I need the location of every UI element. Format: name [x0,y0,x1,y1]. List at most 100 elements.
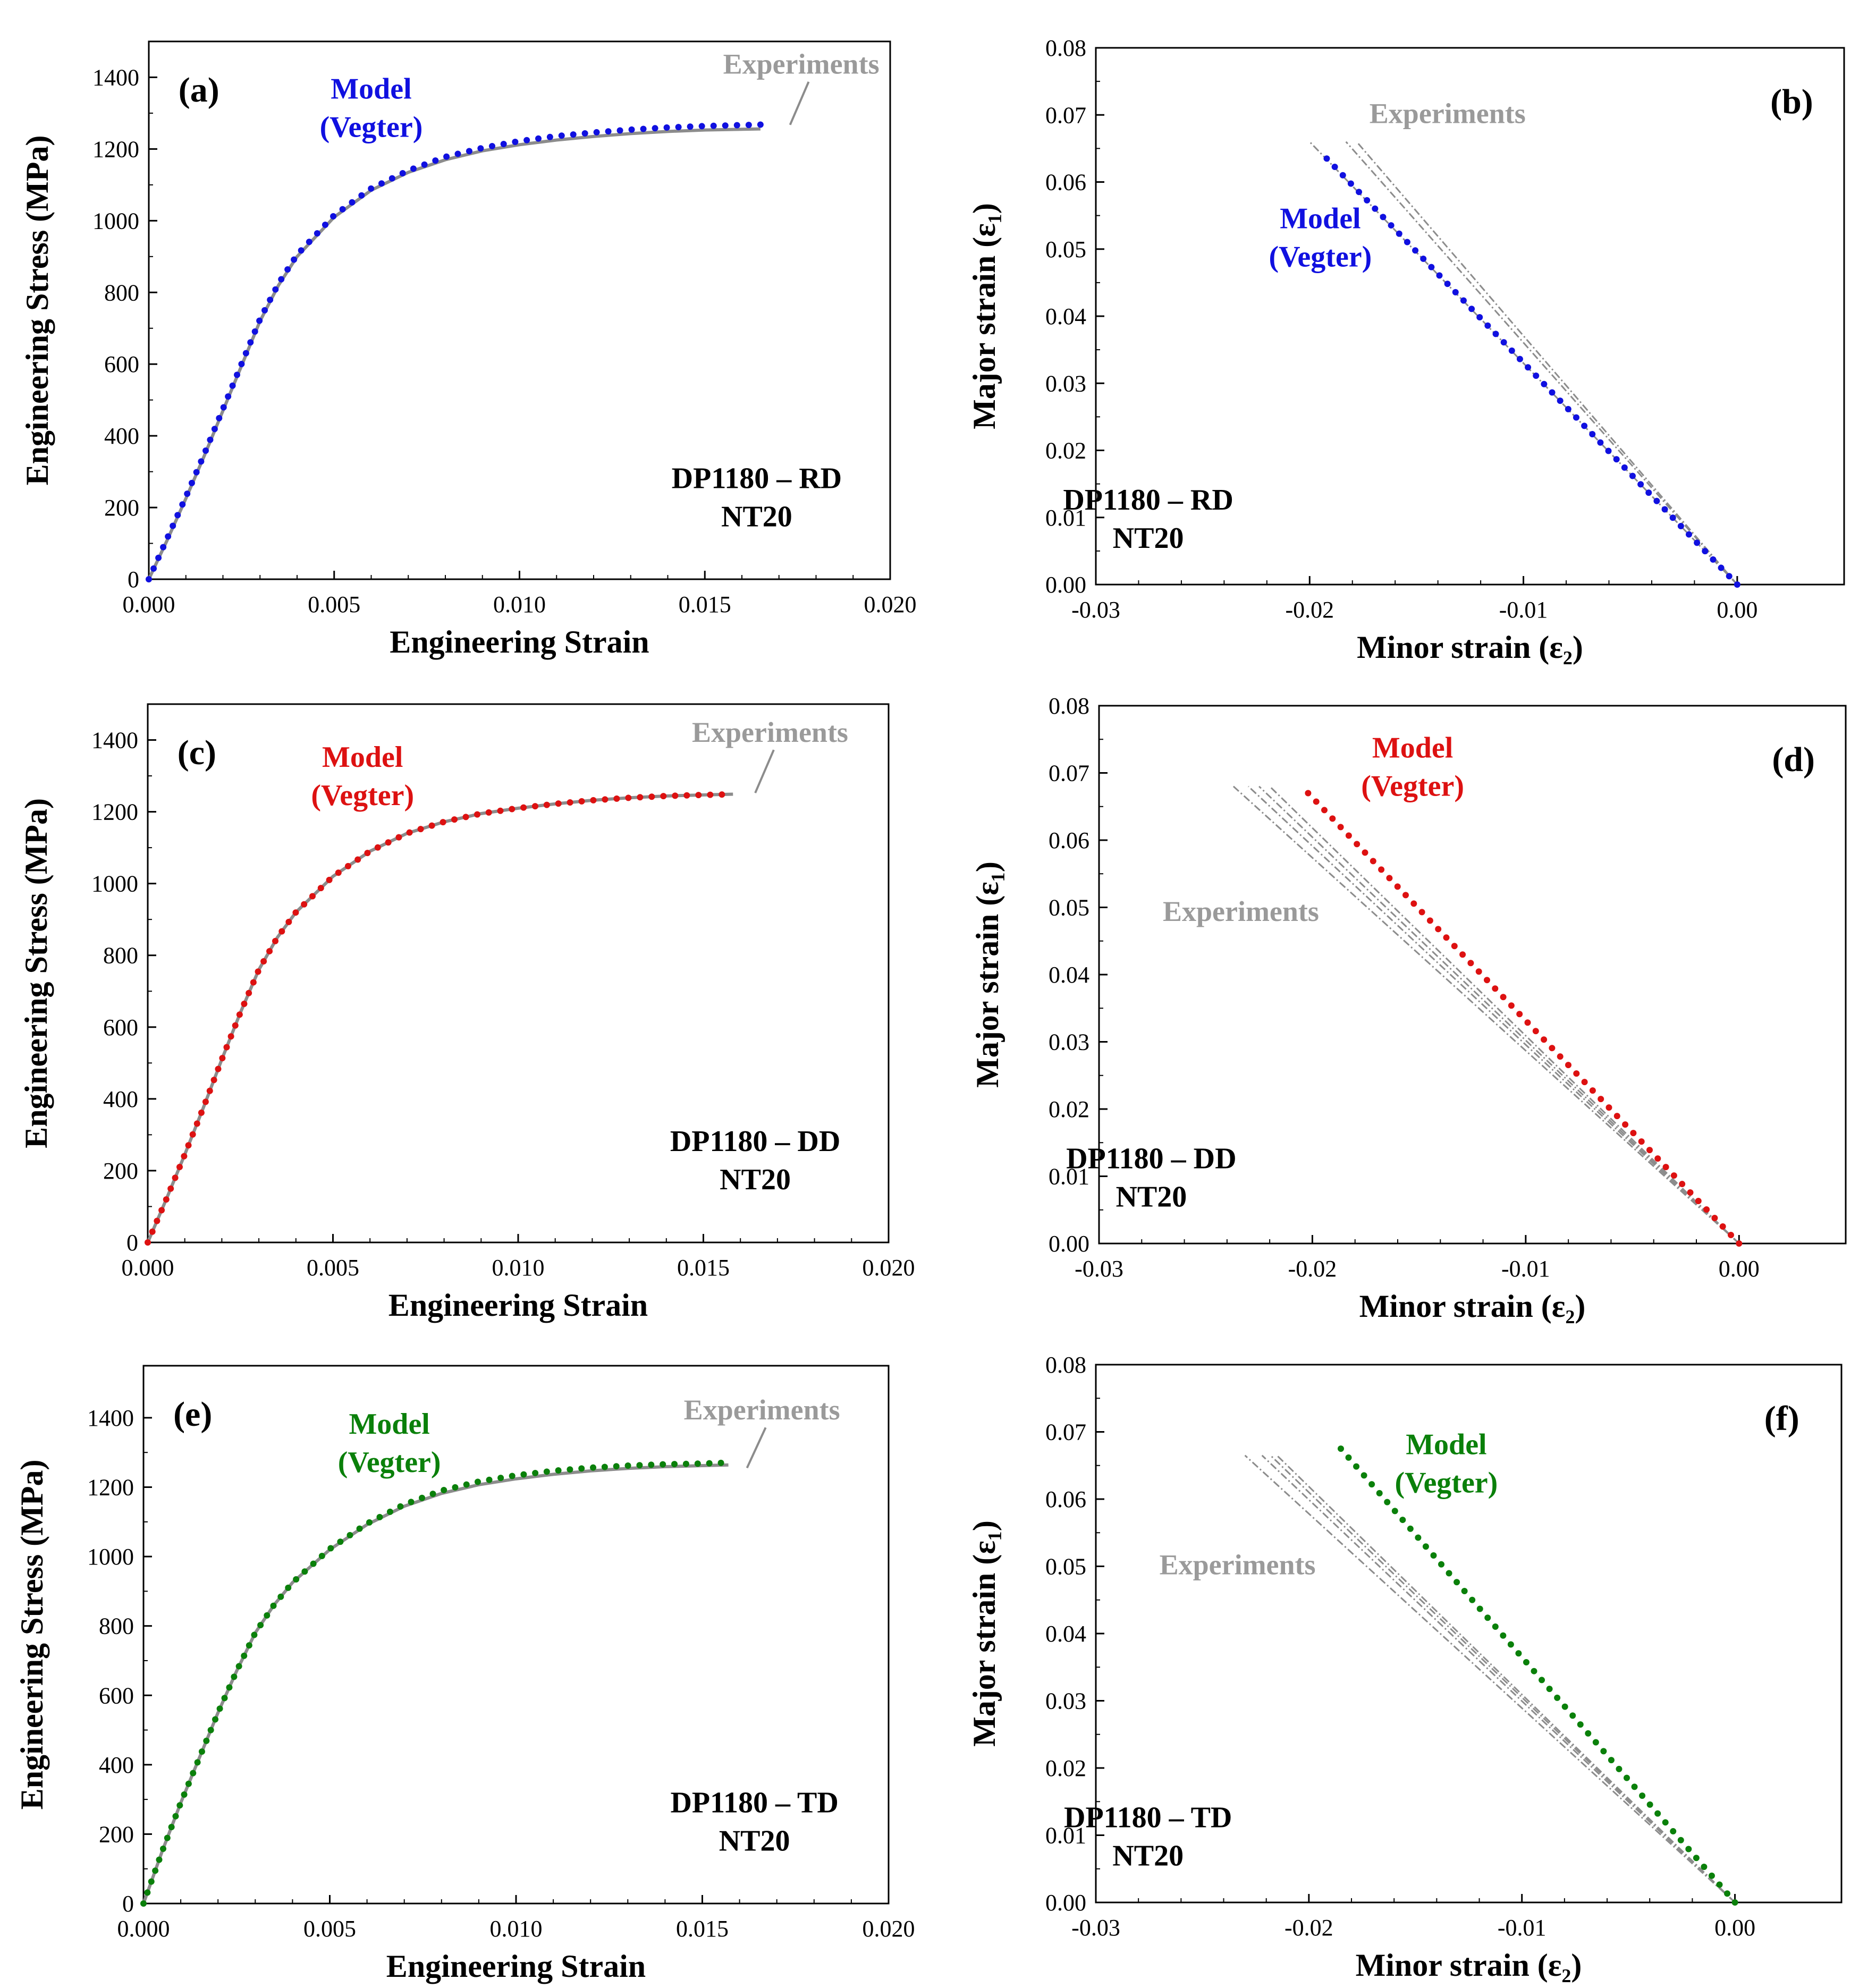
model-dot [246,1642,252,1649]
model-dot [441,1486,447,1493]
model-dot [1685,1846,1692,1852]
model-dot [152,1867,159,1874]
model-dot [1484,1614,1491,1621]
model-dot [419,1494,426,1501]
model-dot [710,122,717,129]
model-dot [1508,347,1515,354]
y-tick-label: 0 [128,566,139,593]
specimen-label: NT20 [720,1163,791,1196]
model-dot [1726,573,1733,580]
model-dot [640,125,647,132]
model-dot [1539,1677,1545,1684]
model-dot [1600,1748,1607,1755]
model-dot [648,1461,655,1468]
model-dot [675,124,682,131]
model-dot [184,490,191,497]
model-dot [251,1631,258,1638]
model-dot [489,143,496,150]
model-dot [1362,849,1368,856]
model-dot [349,199,356,206]
y-tick-label: 0.00 [1049,1231,1089,1257]
x-tick-label: -0.03 [1071,1915,1120,1941]
model-dot [546,133,553,140]
experiment-line [1345,141,1738,585]
model-dot [190,1770,197,1776]
model-dot [397,1503,404,1510]
model-dot [1391,1508,1398,1515]
model-dot [229,382,236,389]
model-dot [1516,1011,1523,1018]
panel-label: (f) [1764,1399,1799,1438]
model-dot [1475,968,1482,975]
model-dot [231,1673,238,1680]
model-name-label: (Vegter) [1269,241,1372,274]
model-dot [717,1459,724,1466]
model-dot [440,819,446,826]
x-tick-label: 0.020 [863,1916,915,1942]
model-dot [1621,464,1628,471]
model-dot [232,1022,239,1029]
y-axis-title: Major strain (ε₁) [970,861,1005,1088]
x-tick-label: 0.010 [492,1255,545,1281]
model-dot [154,1217,160,1224]
model-dot [421,161,428,168]
model-dot [1718,564,1725,571]
model-dot [1565,1062,1571,1069]
model-dot [555,1467,562,1474]
model-dot [193,1120,200,1127]
model-dot [181,1153,188,1160]
model-dot [1525,364,1532,371]
model-dot [1662,1819,1669,1826]
model-dot [301,1568,308,1575]
model-dot [660,793,667,800]
model-label: Model [1406,1428,1486,1461]
x-axis-title: Minor strain (ε₂) [1356,1948,1582,1983]
model-dot [1469,1596,1476,1603]
model-dot [733,122,740,129]
model-dot [278,276,285,283]
model-dot [1500,339,1507,346]
model-dot [1376,1490,1383,1496]
model-dot [220,404,227,411]
experiment-line [1244,1454,1736,1904]
model-dot [1402,892,1409,899]
model-dot [385,839,392,846]
y-tick-label: 0.00 [1045,1890,1086,1916]
y-tick-label: 0.00 [1045,572,1086,598]
experiments-label: Experiments [1160,1549,1316,1581]
model-dot [176,1802,183,1809]
model-dot [298,247,305,254]
model-dot [1394,883,1401,890]
model-dot [443,153,450,160]
model-dot [1484,322,1491,329]
model-dot [1623,1774,1630,1781]
model-label: Model [1372,732,1453,765]
model-dot [590,797,597,803]
model-dot [234,371,241,378]
model-dot [500,141,507,148]
model-dot [1719,1223,1726,1230]
y-tick-label: 0.08 [1049,693,1089,719]
model-dot [270,1602,277,1609]
model-dot [1727,1232,1734,1239]
model-dot [155,554,162,561]
y-tick-label: 400 [104,423,139,449]
model-dot [1533,373,1540,379]
experiments-leader-line [754,749,775,793]
model-dot [174,512,181,519]
x-tick-label: 0.00 [1719,1256,1760,1282]
model-dot [1613,1113,1620,1120]
model-dot [1549,1045,1556,1052]
x-tick-label: 0.005 [307,1255,359,1281]
y-tick-label: 0.01 [1045,1823,1086,1849]
y-tick-label: 800 [99,1613,134,1639]
model-dot [1368,1481,1375,1488]
x-tick-label: 0.010 [493,591,546,617]
model-dot [648,793,655,800]
model-dot [210,1077,217,1084]
model-dot [291,256,298,263]
y-tick-label: 0.03 [1045,1688,1086,1714]
model-name-label: (Vegter) [1395,1466,1498,1499]
model-dot [652,125,658,132]
